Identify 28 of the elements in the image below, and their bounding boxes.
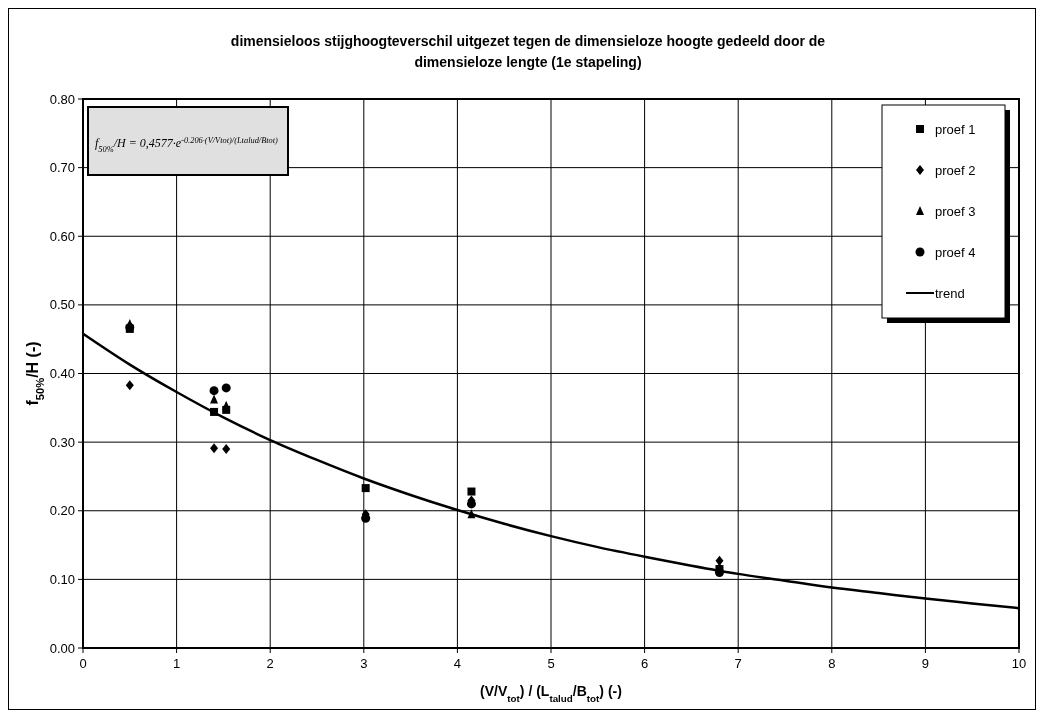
y-tick-label: 0.20 (49, 503, 75, 519)
y-tick-label: 0.40 (49, 366, 75, 382)
annotation: f$_{50%}$/H = 0,4577·e$^{-0.206·(V/Vtot)/(Ltalud/Btot)}$ (95, 135, 279, 154)
x-tick-label: 0 (79, 656, 87, 671)
legend-label: proef 2 (935, 162, 976, 178)
legend-label: proef 3 (935, 203, 976, 219)
y-tick-label: 0.10 (49, 571, 75, 587)
legend-label: proef 1 (935, 121, 976, 137)
chart-title: dimensieloos stijghoogteverschil uitgezet tegen de dimensieloze hoogte gedeeld door de dimensieloze lengte (1e stapeling) (230, 33, 826, 70)
x-tick-label: 4 (453, 656, 462, 671)
x-tick-label: 8 (828, 656, 836, 671)
x-tick-label: 9 (921, 656, 930, 671)
legend-label: proef 4 (935, 244, 976, 260)
legend-label: trend (935, 285, 965, 301)
x-tick-label: 1 (172, 656, 181, 671)
y-tick-label: 0.50 (49, 297, 75, 313)
x-tick-label: 2 (266, 656, 274, 671)
x-axis-title: (V/V$_{tot}$) / (L$_{talud}$/B$_{tot}$) (-) (480, 683, 622, 704)
x-tick-label: 5 (547, 656, 555, 671)
x-tick-label: 7 (734, 656, 742, 671)
x-tick-label: 3 (360, 656, 368, 671)
y-tick-label: 0.70 (49, 160, 75, 176)
y-tick-label: 0.30 (49, 434, 75, 450)
y-tick-label: 0.00 (49, 640, 75, 656)
y-tick-label: 0.60 (49, 228, 75, 244)
y-tick-label: 0.80 (49, 91, 75, 107)
x-tick-label: 10 (1011, 656, 1027, 671)
x-tick-label: 6 (640, 656, 649, 671)
